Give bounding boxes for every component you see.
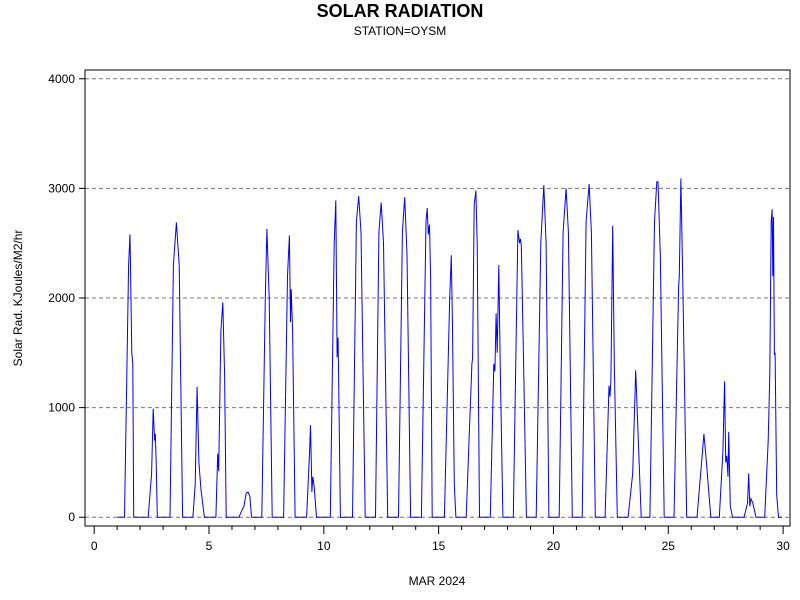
x-tick-label: 10 xyxy=(317,539,331,553)
x-tick-label: 15 xyxy=(432,539,446,553)
gridlines xyxy=(85,78,790,518)
solar-radiation-line xyxy=(117,178,782,518)
x-tick-label: 20 xyxy=(547,539,561,553)
chart-subtitle: STATION=OYSM xyxy=(354,24,447,38)
x-axis-ticks: 0 5 10 15 20 25 30 xyxy=(91,526,790,553)
x-tick-label: 30 xyxy=(776,539,790,553)
chart-title: SOLAR RADIATION xyxy=(317,1,484,21)
y-tick-label: 1000 xyxy=(48,401,75,415)
x-axis-label: MAR 2024 xyxy=(409,574,466,588)
y-tick-label: 4000 xyxy=(48,72,75,86)
y-tick-label: 0 xyxy=(68,510,75,524)
y-tick-label: 2000 xyxy=(48,291,75,305)
x-tick-label: 25 xyxy=(662,539,676,553)
y-tick-label: 3000 xyxy=(48,181,75,195)
x-tick-label: 0 xyxy=(91,539,98,553)
x-tick-label: 5 xyxy=(206,539,213,553)
y-axis-label: Solar Rad. KJoules/M2/hr xyxy=(11,230,25,367)
y-axis-ticks: 0 1000 2000 3000 4000 xyxy=(48,72,85,524)
